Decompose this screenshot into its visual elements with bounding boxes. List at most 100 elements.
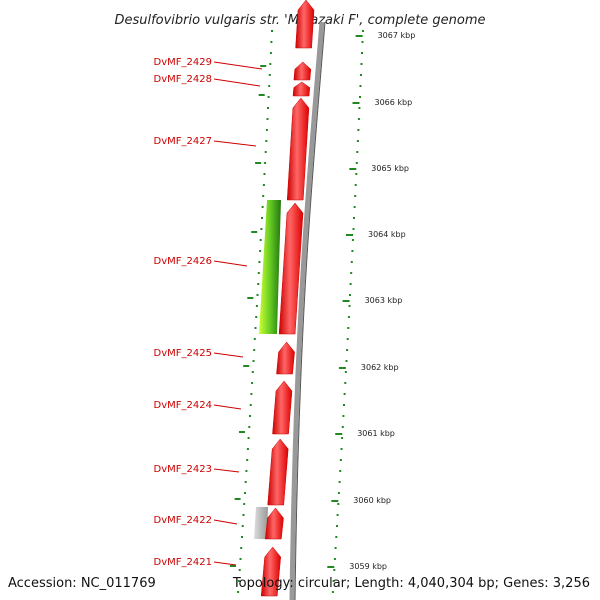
gc-dash [255, 162, 262, 164]
gc-dot [259, 250, 262, 252]
gc-dot [249, 415, 251, 417]
gene-arrow[interactable] [267, 438, 289, 506]
gc-dot [240, 547, 243, 549]
gc-dot [262, 195, 265, 197]
gene-label[interactable]: DvMF_2429 [154, 57, 212, 68]
gc-dot [244, 492, 246, 494]
gene-arrow[interactable] [265, 507, 284, 540]
gc-dash [243, 365, 250, 367]
gene-arrow[interactable] [293, 61, 312, 81]
scale-label: 3067 kbp [378, 31, 416, 40]
scale-dot [336, 514, 339, 516]
gene-arrow[interactable] [276, 341, 295, 375]
gc-dot [253, 338, 256, 340]
scale-tick [342, 300, 350, 302]
scale-dot [337, 492, 340, 494]
gene-leader-line [213, 468, 240, 473]
scale-dot [356, 140, 359, 142]
gc-dot [255, 305, 258, 307]
scale-label: 3066 kbp [375, 98, 413, 107]
gc-dot [267, 96, 270, 98]
scale-tick [355, 35, 363, 37]
gc-dot [247, 437, 250, 439]
gene-label[interactable]: DvMF_2424 [154, 400, 212, 411]
gene-leader-line [213, 61, 263, 70]
gc-dot [268, 85, 271, 87]
gene-label[interactable]: DvMF_2428 [154, 74, 212, 85]
gc-dot [238, 569, 241, 571]
tick-marks-track [331, 30, 364, 593]
scale-dot [334, 547, 337, 549]
gene-label[interactable]: DvMF_2427 [154, 136, 212, 147]
gene-label[interactable]: DvMF_2426 [154, 256, 212, 267]
scale-labels: 3067 kbp 3066 kbp 3065 kbp 3064 kbp 3063 kbp… [327, 31, 415, 571]
scale-dot [348, 305, 351, 307]
gc-dot [237, 580, 240, 582]
genome-backbone [289, 21, 325, 600]
gc-dot [243, 503, 246, 505]
scale-dot [350, 272, 353, 274]
scale-dot [361, 52, 363, 54]
gc-dot [254, 327, 257, 329]
scale-dot [343, 393, 346, 395]
scale-dot [346, 349, 349, 351]
gene-arrow[interactable] [295, 0, 315, 49]
genome-summary: Topology: circular; Length: 4,040,304 bp… [232, 576, 590, 591]
gc-dot [265, 129, 268, 131]
scale-dot [362, 30, 364, 32]
gc-dot [269, 52, 272, 54]
gc-dot [237, 591, 240, 593]
scale-dot [349, 294, 351, 296]
scale-dot [356, 151, 359, 153]
gene-arrow[interactable] [272, 380, 293, 435]
gene-arrow[interactable] [292, 81, 311, 97]
scale-dot [345, 360, 348, 362]
gc-dot [267, 107, 269, 109]
scale-dot [355, 173, 358, 175]
scale-dot [341, 426, 344, 428]
gc-dash [230, 565, 236, 567]
gc-dot [249, 404, 252, 406]
gc-dot [246, 448, 249, 450]
gene-arrow[interactable] [278, 202, 304, 335]
scale-dot [342, 415, 345, 417]
scale-dot [360, 74, 362, 76]
scale-dot [338, 481, 341, 483]
scale-dot [353, 206, 356, 208]
gene-label[interactable]: DvMF_2423 [154, 464, 212, 475]
scale-dot [331, 591, 334, 593]
scale-label: 3064 kbp [368, 230, 406, 239]
gene-arrow[interactable] [260, 546, 281, 597]
gc-content-track [230, 30, 273, 593]
gc-dash [260, 65, 267, 67]
scale-tick [331, 500, 339, 502]
scale-label: 3062 kbp [361, 363, 399, 372]
scale-dot [344, 371, 347, 373]
gc-dot [248, 426, 251, 428]
gc-dot [244, 481, 247, 483]
scale-dot [352, 228, 355, 230]
gc-dot [264, 162, 267, 164]
scale-dot [354, 195, 357, 197]
gc-dot [245, 470, 248, 472]
scale-dot [332, 580, 335, 582]
scale-dot [333, 569, 336, 571]
scale-dot [360, 63, 363, 65]
scale-dot [355, 162, 358, 164]
gc-dot [270, 41, 273, 43]
gc-skew-feature [259, 200, 281, 334]
gc-dot [256, 294, 259, 296]
gc-dot [265, 140, 268, 142]
scale-dot [346, 338, 349, 340]
gene-label[interactable]: DvMF_2421 [154, 557, 212, 568]
gc-dot [251, 371, 254, 373]
gc-dot [258, 261, 261, 263]
scale-dot [359, 96, 361, 98]
gc-dot [246, 459, 249, 461]
gene-arrow[interactable] [286, 97, 310, 201]
scale-tick [346, 234, 353, 236]
gene-label[interactable]: DvMF_2422 [154, 515, 212, 526]
gc-dot [241, 536, 243, 538]
gene-label[interactable]: DvMF_2425 [154, 348, 212, 359]
